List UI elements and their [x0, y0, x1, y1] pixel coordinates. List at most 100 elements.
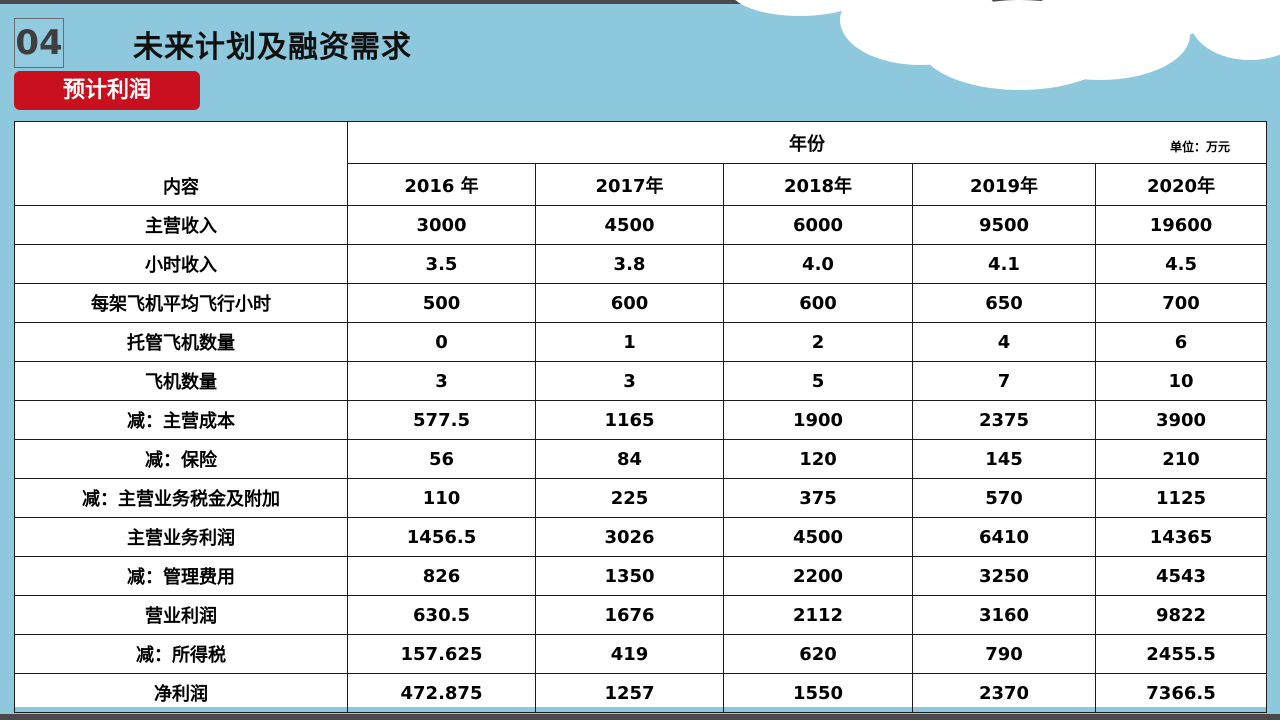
table-row: 小时收入 3.5 3.8 4.0 4.1 4.5: [14, 244, 1268, 284]
table-row: 主营收入 3000 4500 6000 9500 19600: [14, 205, 1268, 245]
table-cell: 225: [535, 478, 724, 518]
table-row: 营业利润 630.5 1676 2112 3160 9822: [14, 595, 1268, 635]
table-cell: 4.5: [1094, 244, 1268, 284]
table-cell: 1257: [535, 673, 724, 713]
top-bar: [0, 0, 1280, 4]
profit-table-container: 内容 年份 单位：万元 2016 年 2017年 2018年 2019年 202…: [14, 121, 1268, 713]
table-cell: 4543: [1094, 556, 1268, 596]
table-cell: 19600: [1094, 205, 1268, 245]
table-cell: 4: [912, 322, 1096, 362]
table-cell: 2375: [912, 400, 1096, 440]
row-label: 减：管理费用: [14, 556, 348, 596]
table-cell: 1: [535, 322, 724, 362]
table-cell: 577.5: [347, 400, 536, 440]
table-cell: 1456.5: [347, 517, 536, 557]
table-cell: 650: [912, 283, 1096, 323]
table-cell: 600: [535, 283, 724, 323]
table-cell: 630.5: [347, 595, 536, 635]
table-cell: 570: [912, 478, 1096, 518]
table-row: 净利润 472.875 1257 1550 2370 7366.5: [14, 673, 1268, 713]
table-cell: 3.5: [347, 244, 536, 284]
table-cell: 3160: [912, 595, 1096, 635]
table-cell: 4.1: [912, 244, 1096, 284]
table-cell: 3900: [1094, 400, 1268, 440]
table-cell: 1900: [723, 400, 913, 440]
row-label: 托管飞机数量: [14, 322, 348, 362]
table-cell: 472.875: [347, 673, 536, 713]
table-cell: 110: [347, 478, 536, 518]
table-cell: 2455.5: [1094, 634, 1268, 674]
table-row: 减：保险 56 84 120 145 210: [14, 439, 1268, 479]
year-group-label: 年份: [789, 133, 826, 155]
profit-table: 内容 年份 单位：万元 2016 年 2017年 2018年 2019年 202…: [14, 121, 1268, 713]
table-cell: 2370: [912, 673, 1096, 713]
row-label: 小时收入: [14, 244, 348, 284]
header-label: 内容: [14, 121, 348, 206]
table-cell: 5: [723, 361, 913, 401]
row-label: 每架飞机平均飞行小时: [14, 283, 348, 323]
table-cell: 2200: [723, 556, 913, 596]
table-cell: 145: [912, 439, 1096, 479]
table-cell: 4500: [723, 517, 913, 557]
table-cell: 3: [347, 361, 536, 401]
table-row: 减：所得税 157.625 419 620 790 2455.5: [14, 634, 1268, 674]
table-cell: 600: [723, 283, 913, 323]
year-header: 2019年: [912, 163, 1096, 206]
table-cell: 56: [347, 439, 536, 479]
table-cell: 3026: [535, 517, 724, 557]
table-cell: 157.625: [347, 634, 536, 674]
table-row: 主营业务利润 1456.5 3026 4500 6410 14365: [14, 517, 1268, 557]
table-row: 托管飞机数量 0 1 2 4 6: [14, 322, 1268, 362]
row-label: 净利润: [14, 673, 348, 713]
table-cell: 4500: [535, 205, 724, 245]
cloud-decoration: [735, 0, 1280, 90]
table-cell: 10: [1094, 361, 1268, 401]
table-cell: 826: [347, 556, 536, 596]
table-cell: 210: [1094, 439, 1268, 479]
table-cell: 3.8: [535, 244, 724, 284]
table-cell: 7366.5: [1094, 673, 1268, 713]
year-header: 2018年: [723, 163, 913, 206]
table-cell: 1165: [535, 400, 724, 440]
table-cell: 6: [1094, 322, 1268, 362]
row-label: 减：主营业务税金及附加: [14, 478, 348, 518]
table-row: 每架飞机平均飞行小时 500 600 600 650 700: [14, 283, 1268, 323]
table-cell: 3: [535, 361, 724, 401]
table-cell: 9500: [912, 205, 1096, 245]
table-cell: 3000: [347, 205, 536, 245]
table-cell: 3250: [912, 556, 1096, 596]
table-cell: 1350: [535, 556, 724, 596]
table-cell: 500: [347, 283, 536, 323]
table-cell: 419: [535, 634, 724, 674]
table-cell: 620: [723, 634, 913, 674]
table-cell: 120: [723, 439, 913, 479]
row-label: 主营收入: [14, 205, 348, 245]
table-cell: 700: [1094, 283, 1268, 323]
year-header: 2016 年: [347, 163, 536, 206]
row-label: 减：所得税: [14, 634, 348, 674]
unit-label: 单位：万元: [1170, 140, 1231, 154]
table-cell: 375: [723, 478, 913, 518]
page-title: 未来计划及融资需求: [133, 30, 412, 65]
row-label: 减：保险: [14, 439, 348, 479]
year-group-header: 年份 单位：万元: [346, 121, 1268, 164]
table-cell: 790: [912, 634, 1096, 674]
table-cell: 0: [347, 322, 536, 362]
row-label: 主营业务利润: [14, 517, 348, 557]
table-row: 减：管理费用 826 1350 2200 3250 4543: [14, 556, 1268, 596]
year-header: 2020年: [1094, 163, 1268, 206]
table-cell: 2112: [723, 595, 913, 635]
table-cell: 1125: [1094, 478, 1268, 518]
table-cell: 6000: [723, 205, 913, 245]
row-label: 飞机数量: [14, 361, 348, 401]
table-cell: 4.0: [723, 244, 913, 284]
table-cell: 14365: [1094, 517, 1268, 557]
year-header: 2017年: [535, 163, 724, 206]
table-row: 减：主营成本 577.5 1165 1900 2375 3900: [14, 400, 1268, 440]
table-cell: 7: [912, 361, 1096, 401]
table-cell: 2: [723, 322, 913, 362]
table-row: 飞机数量 3 3 5 7 10: [14, 361, 1268, 401]
bottom-bar: [0, 714, 1280, 720]
row-label: 营业利润: [14, 595, 348, 635]
